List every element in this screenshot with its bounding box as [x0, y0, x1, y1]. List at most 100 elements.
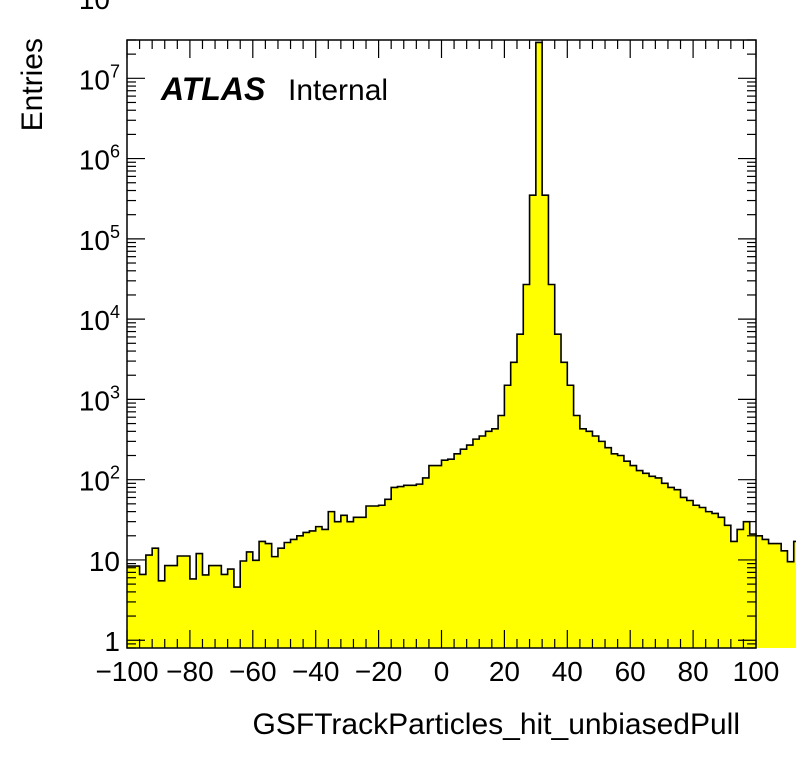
histogram-bin	[567, 385, 575, 648]
x-tick-labels: −100 −80 −60 −40 −20 0 20 40 60 80 100	[95, 656, 779, 687]
histogram-bin	[762, 539, 770, 648]
histogram-bin	[189, 578, 197, 648]
histogram-bin	[756, 535, 763, 648]
y-tick-label: 108	[79, 0, 120, 15]
histogram-bin	[391, 487, 399, 648]
histogram-bin	[623, 461, 631, 648]
histogram-bin	[705, 511, 713, 648]
histogram-bin	[466, 445, 474, 648]
histogram-bin	[277, 548, 285, 648]
y-tick-label: 10	[89, 546, 120, 577]
histogram-bin	[586, 431, 594, 648]
y-axis-label: Entries	[16, 38, 49, 131]
histogram-bin	[699, 507, 707, 648]
histogram-bin	[252, 560, 260, 648]
histogram-bin	[617, 455, 625, 648]
histogram-bin	[334, 521, 342, 648]
histogram-bin	[284, 542, 292, 648]
histogram-bin	[460, 449, 468, 648]
histogram-bin	[447, 459, 455, 648]
histogram-bin	[554, 334, 562, 648]
histogram-bin	[296, 535, 304, 648]
histogram-bin	[516, 334, 524, 648]
y-tick-label: 107	[79, 61, 120, 95]
histogram-bin	[743, 521, 751, 648]
histogram-bin	[787, 561, 795, 648]
histogram-bin	[259, 541, 266, 648]
x-tick-label: 80	[678, 656, 709, 687]
histogram-bin	[542, 195, 550, 649]
histogram-bin	[491, 428, 499, 648]
histogram-bin	[611, 453, 619, 648]
histogram-bin	[416, 484, 424, 648]
histogram-bin	[573, 415, 581, 648]
histogram-bin	[686, 500, 694, 648]
histogram-bin	[340, 515, 348, 648]
x-tick-label: −100	[95, 656, 158, 687]
histogram-bin	[674, 489, 682, 648]
histogram-bin	[309, 530, 317, 648]
histogram-bin	[693, 505, 700, 648]
histogram-bin	[328, 511, 336, 648]
histogram-bin	[737, 529, 745, 648]
histogram-bin	[384, 499, 392, 648]
histogram-bin	[422, 477, 430, 648]
histogram-bin	[485, 431, 493, 648]
histogram-bin	[605, 447, 612, 648]
histogram-bin	[127, 566, 134, 648]
y-tick-label: 106	[79, 142, 120, 176]
histogram-bin	[441, 460, 449, 648]
histogram-bin	[271, 556, 279, 648]
histogram-bin	[510, 362, 518, 648]
histogram-bin	[227, 569, 235, 648]
histogram-bin	[133, 566, 141, 648]
histogram-bin	[781, 550, 789, 648]
histogram-bin	[655, 477, 663, 648]
histogram-bin	[592, 436, 600, 648]
histogram-bin	[221, 574, 229, 648]
histogram-bin	[139, 574, 147, 648]
histogram-bin	[315, 526, 323, 648]
x-tick-label: 60	[615, 656, 646, 687]
atlas-status-label: Internal	[288, 74, 388, 107]
histogram-bin	[435, 465, 443, 648]
y-tick-label: 105	[79, 222, 120, 256]
histogram-bin	[428, 465, 436, 648]
histogram-bin	[730, 541, 738, 648]
histogram-bin	[523, 284, 531, 648]
histogram-bin	[321, 529, 329, 648]
histogram-bin	[290, 539, 298, 648]
histogram-bin	[649, 476, 656, 648]
histogram-bin	[171, 565, 178, 648]
plot-frame	[126, 39, 757, 649]
histogram-bin	[636, 470, 644, 648]
histogram-bin	[353, 517, 361, 648]
histogram-bin	[366, 505, 373, 648]
x-tick-label: −60	[229, 656, 277, 687]
histogram-bin	[265, 543, 273, 648]
x-tick-label: −20	[355, 656, 403, 687]
x-axis-label: GSFTrackParticles_hit_unbiasedPull	[253, 708, 740, 741]
histogram-bin	[397, 486, 405, 648]
histogram-bin	[246, 551, 254, 648]
histogram-bin	[680, 497, 688, 648]
histogram-bin	[667, 487, 675, 648]
histogram-bin	[749, 534, 757, 648]
histogram-bin	[152, 548, 160, 648]
histogram-bin	[233, 587, 241, 648]
histogram-bin	[454, 453, 461, 648]
histogram-bin	[529, 195, 537, 649]
x-tick-label: 100	[733, 656, 780, 687]
histogram-bin	[158, 580, 166, 648]
histogram-bin	[215, 565, 222, 648]
x-tick-label: 20	[489, 656, 520, 687]
histogram-bin	[630, 465, 638, 648]
histogram-bin	[774, 543, 782, 648]
histogram-bin	[145, 555, 153, 648]
histogram-bin	[183, 556, 191, 648]
histogram-bin	[661, 483, 669, 648]
histogram-bin	[718, 517, 726, 648]
histogram-bin	[724, 525, 732, 648]
histogram-bin	[548, 284, 556, 648]
